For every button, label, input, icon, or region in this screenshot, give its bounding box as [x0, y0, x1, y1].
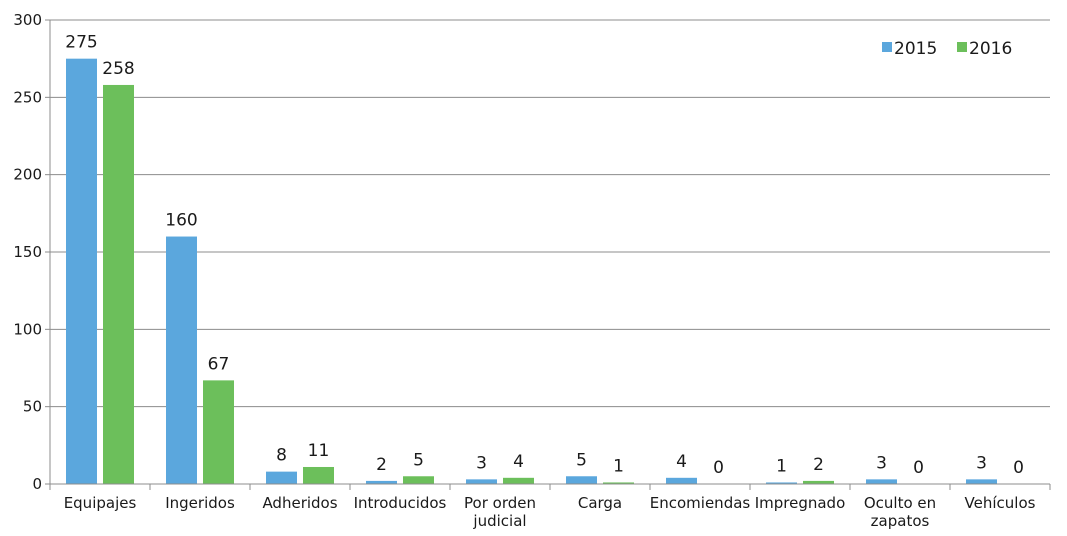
bar-2016-1 — [203, 380, 234, 484]
bar-2015-5 — [566, 476, 597, 484]
data-label-2016-7: 2 — [813, 455, 824, 475]
data-label-2016-3: 5 — [413, 450, 424, 470]
bar-2015-4 — [466, 479, 497, 484]
data-label-2015-0: 275 — [65, 33, 97, 53]
y-tick-label: 100 — [13, 320, 42, 338]
y-tick-label: 200 — [13, 166, 42, 184]
data-label-2015-2: 8 — [276, 446, 287, 466]
data-label-2015-6: 4 — [676, 452, 687, 472]
x-category-label: Oculto en zapatos — [864, 494, 936, 530]
legend-label-2016: 2016 — [969, 39, 1012, 59]
legend: 2015 2016 — [882, 39, 1012, 59]
legend-label-2015: 2015 — [894, 39, 937, 59]
bar-2016-0 — [103, 84, 134, 485]
data-label-2015-7: 1 — [776, 456, 787, 476]
y-tick-label: 150 — [13, 243, 42, 261]
x-category-label: Adheridos — [262, 494, 337, 512]
data-label-2016-6: 0 — [713, 458, 724, 478]
bar-2015-8 — [866, 479, 897, 484]
y-tick-label: 300 — [13, 11, 42, 29]
data-label-2015-5: 5 — [576, 450, 587, 470]
data-label-2016-2: 11 — [308, 441, 330, 461]
data-label-2016-4: 4 — [513, 452, 524, 472]
data-label-2015-9: 3 — [976, 453, 987, 473]
x-category-label: Carga — [578, 494, 622, 512]
bars — [66, 58, 997, 485]
data-label-2016-5: 1 — [613, 456, 624, 476]
bar-2015-2 — [266, 471, 297, 484]
bar-2015-3 — [366, 480, 397, 484]
y-tick-label: 250 — [13, 88, 42, 106]
legend-swatch-2015 — [882, 42, 892, 52]
data-label-2015-3: 2 — [376, 455, 387, 475]
x-category-label: Ingeridos — [165, 494, 235, 512]
bar-2016-4 — [503, 477, 534, 484]
data-label-2015-4: 3 — [476, 453, 487, 473]
bar-2016-2 — [303, 466, 334, 484]
data-label-2016-9: 0 — [1013, 458, 1024, 478]
x-category-label: Introducidos — [354, 494, 447, 512]
data-label-2016-8: 0 — [913, 458, 924, 478]
x-category-label: Impregnado — [755, 494, 846, 512]
bar-2016-3 — [403, 476, 434, 484]
data-label-2015-1: 160 — [165, 211, 197, 231]
bar-2015-9 — [966, 479, 997, 484]
x-category-label: Encomiendas — [650, 494, 751, 512]
x-category-label: Vehículos — [965, 494, 1036, 512]
bar-2015-6 — [666, 477, 697, 484]
bar-2015-1 — [166, 236, 197, 484]
y-tick-label: 0 — [32, 475, 42, 493]
legend-swatch-2016 — [957, 42, 967, 52]
data-label-2015-8: 3 — [876, 453, 887, 473]
data-label-2016-1: 67 — [208, 354, 230, 374]
gridlines — [50, 19, 1050, 408]
bar-2016-7 — [803, 480, 834, 484]
x-category-label: Por orden judicial — [464, 494, 536, 530]
x-category-label: Equipajes — [64, 494, 137, 512]
data-label-2016-0: 258 — [102, 59, 134, 79]
y-tick-label: 50 — [23, 398, 42, 416]
bar-2016-5 — [603, 482, 634, 484]
bar-2015-7 — [766, 482, 797, 484]
bar-2015-0 — [66, 58, 97, 485]
